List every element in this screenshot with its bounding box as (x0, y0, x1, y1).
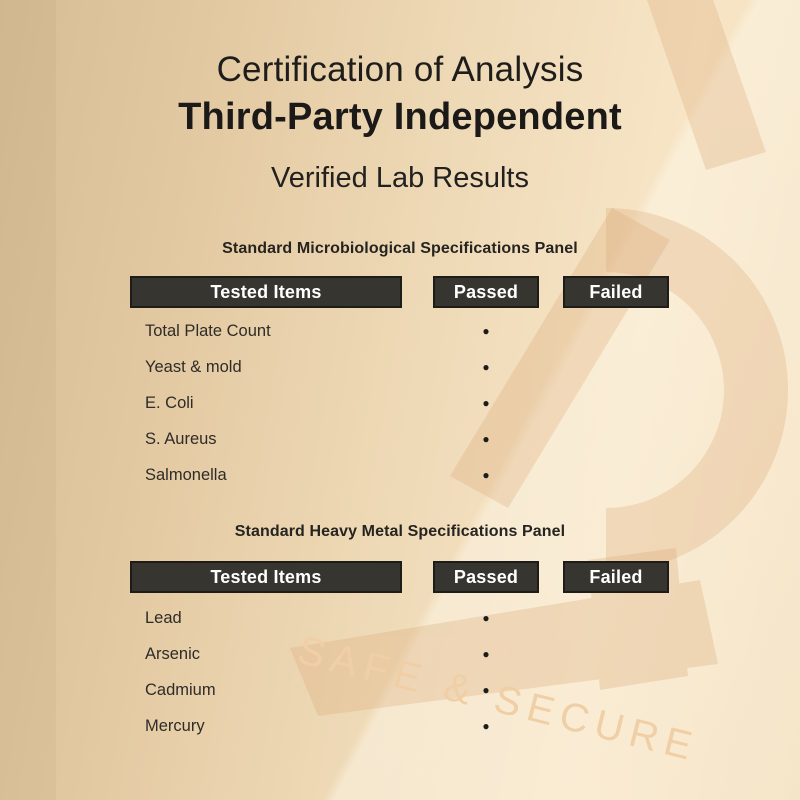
passed-dot: ● (482, 432, 490, 446)
passed-dot: ● (482, 611, 490, 625)
tested-item-label: Salmonella (145, 465, 227, 484)
passed-dot: ● (482, 719, 490, 733)
tested-item-label: Yeast & mold (145, 357, 242, 376)
table-body: Lead ● Arsenic ● Cadmium ● Mercury ● (130, 600, 670, 744)
header-passed: Passed (433, 561, 539, 593)
table-row: S. Aureus ● (130, 421, 670, 457)
table-row: Yeast & mold ● (130, 349, 670, 385)
table-row: Arsenic ● (130, 636, 670, 672)
tested-item-label: E. Coli (145, 393, 194, 412)
table-row: Total Plate Count ● (130, 313, 670, 349)
passed-dot: ● (482, 468, 490, 482)
tested-item-label: Arsenic (145, 644, 201, 663)
tested-item-label: Mercury (145, 716, 205, 735)
passed-dot: ● (482, 324, 490, 338)
passed-dot: ● (482, 683, 490, 697)
passed-dot: ● (482, 360, 490, 374)
tested-item-label: S. Aureus (145, 429, 217, 448)
header-tested-items: Tested Items (130, 561, 402, 593)
panel-title-heavy-metal: Standard Heavy Metal Specifications Pane… (234, 523, 566, 540)
passed-dot: ● (482, 647, 490, 661)
page-title: Certification of Analysis (216, 50, 584, 89)
microbiological-table: Tested Items Passed Failed Total Plate C… (130, 276, 670, 493)
table-row: Salmonella ● (130, 457, 670, 493)
header-failed: Failed (563, 276, 669, 308)
table-row: Lead ● (130, 600, 670, 636)
page-subtitle-bold: Third-Party Independent (178, 96, 622, 138)
header-tested-items: Tested Items (130, 276, 402, 308)
tested-item-label: Cadmium (145, 680, 216, 699)
table-row: Cadmium ● (130, 672, 670, 708)
tested-item-label: Total Plate Count (145, 321, 271, 340)
table-row: E. Coli ● (130, 385, 670, 421)
table-body: Total Plate Count ● Yeast & mold ● E. Co… (130, 313, 670, 493)
table-header-row: Tested Items Passed Failed (130, 276, 670, 308)
header-passed: Passed (433, 276, 539, 308)
heavy-metal-table: Tested Items Passed Failed Lead ● Arseni… (130, 561, 670, 744)
passed-dot: ● (482, 396, 490, 410)
tested-item-label: Lead (145, 608, 182, 627)
header-failed: Failed (563, 561, 669, 593)
background-band (0, 0, 56, 800)
table-header-row: Tested Items Passed Failed (130, 561, 670, 593)
table-row: Mercury ● (130, 708, 670, 744)
page-subtitle: Verified Lab Results (271, 162, 529, 194)
panel-title-microbiological: Standard Microbiological Specifications … (222, 240, 578, 257)
